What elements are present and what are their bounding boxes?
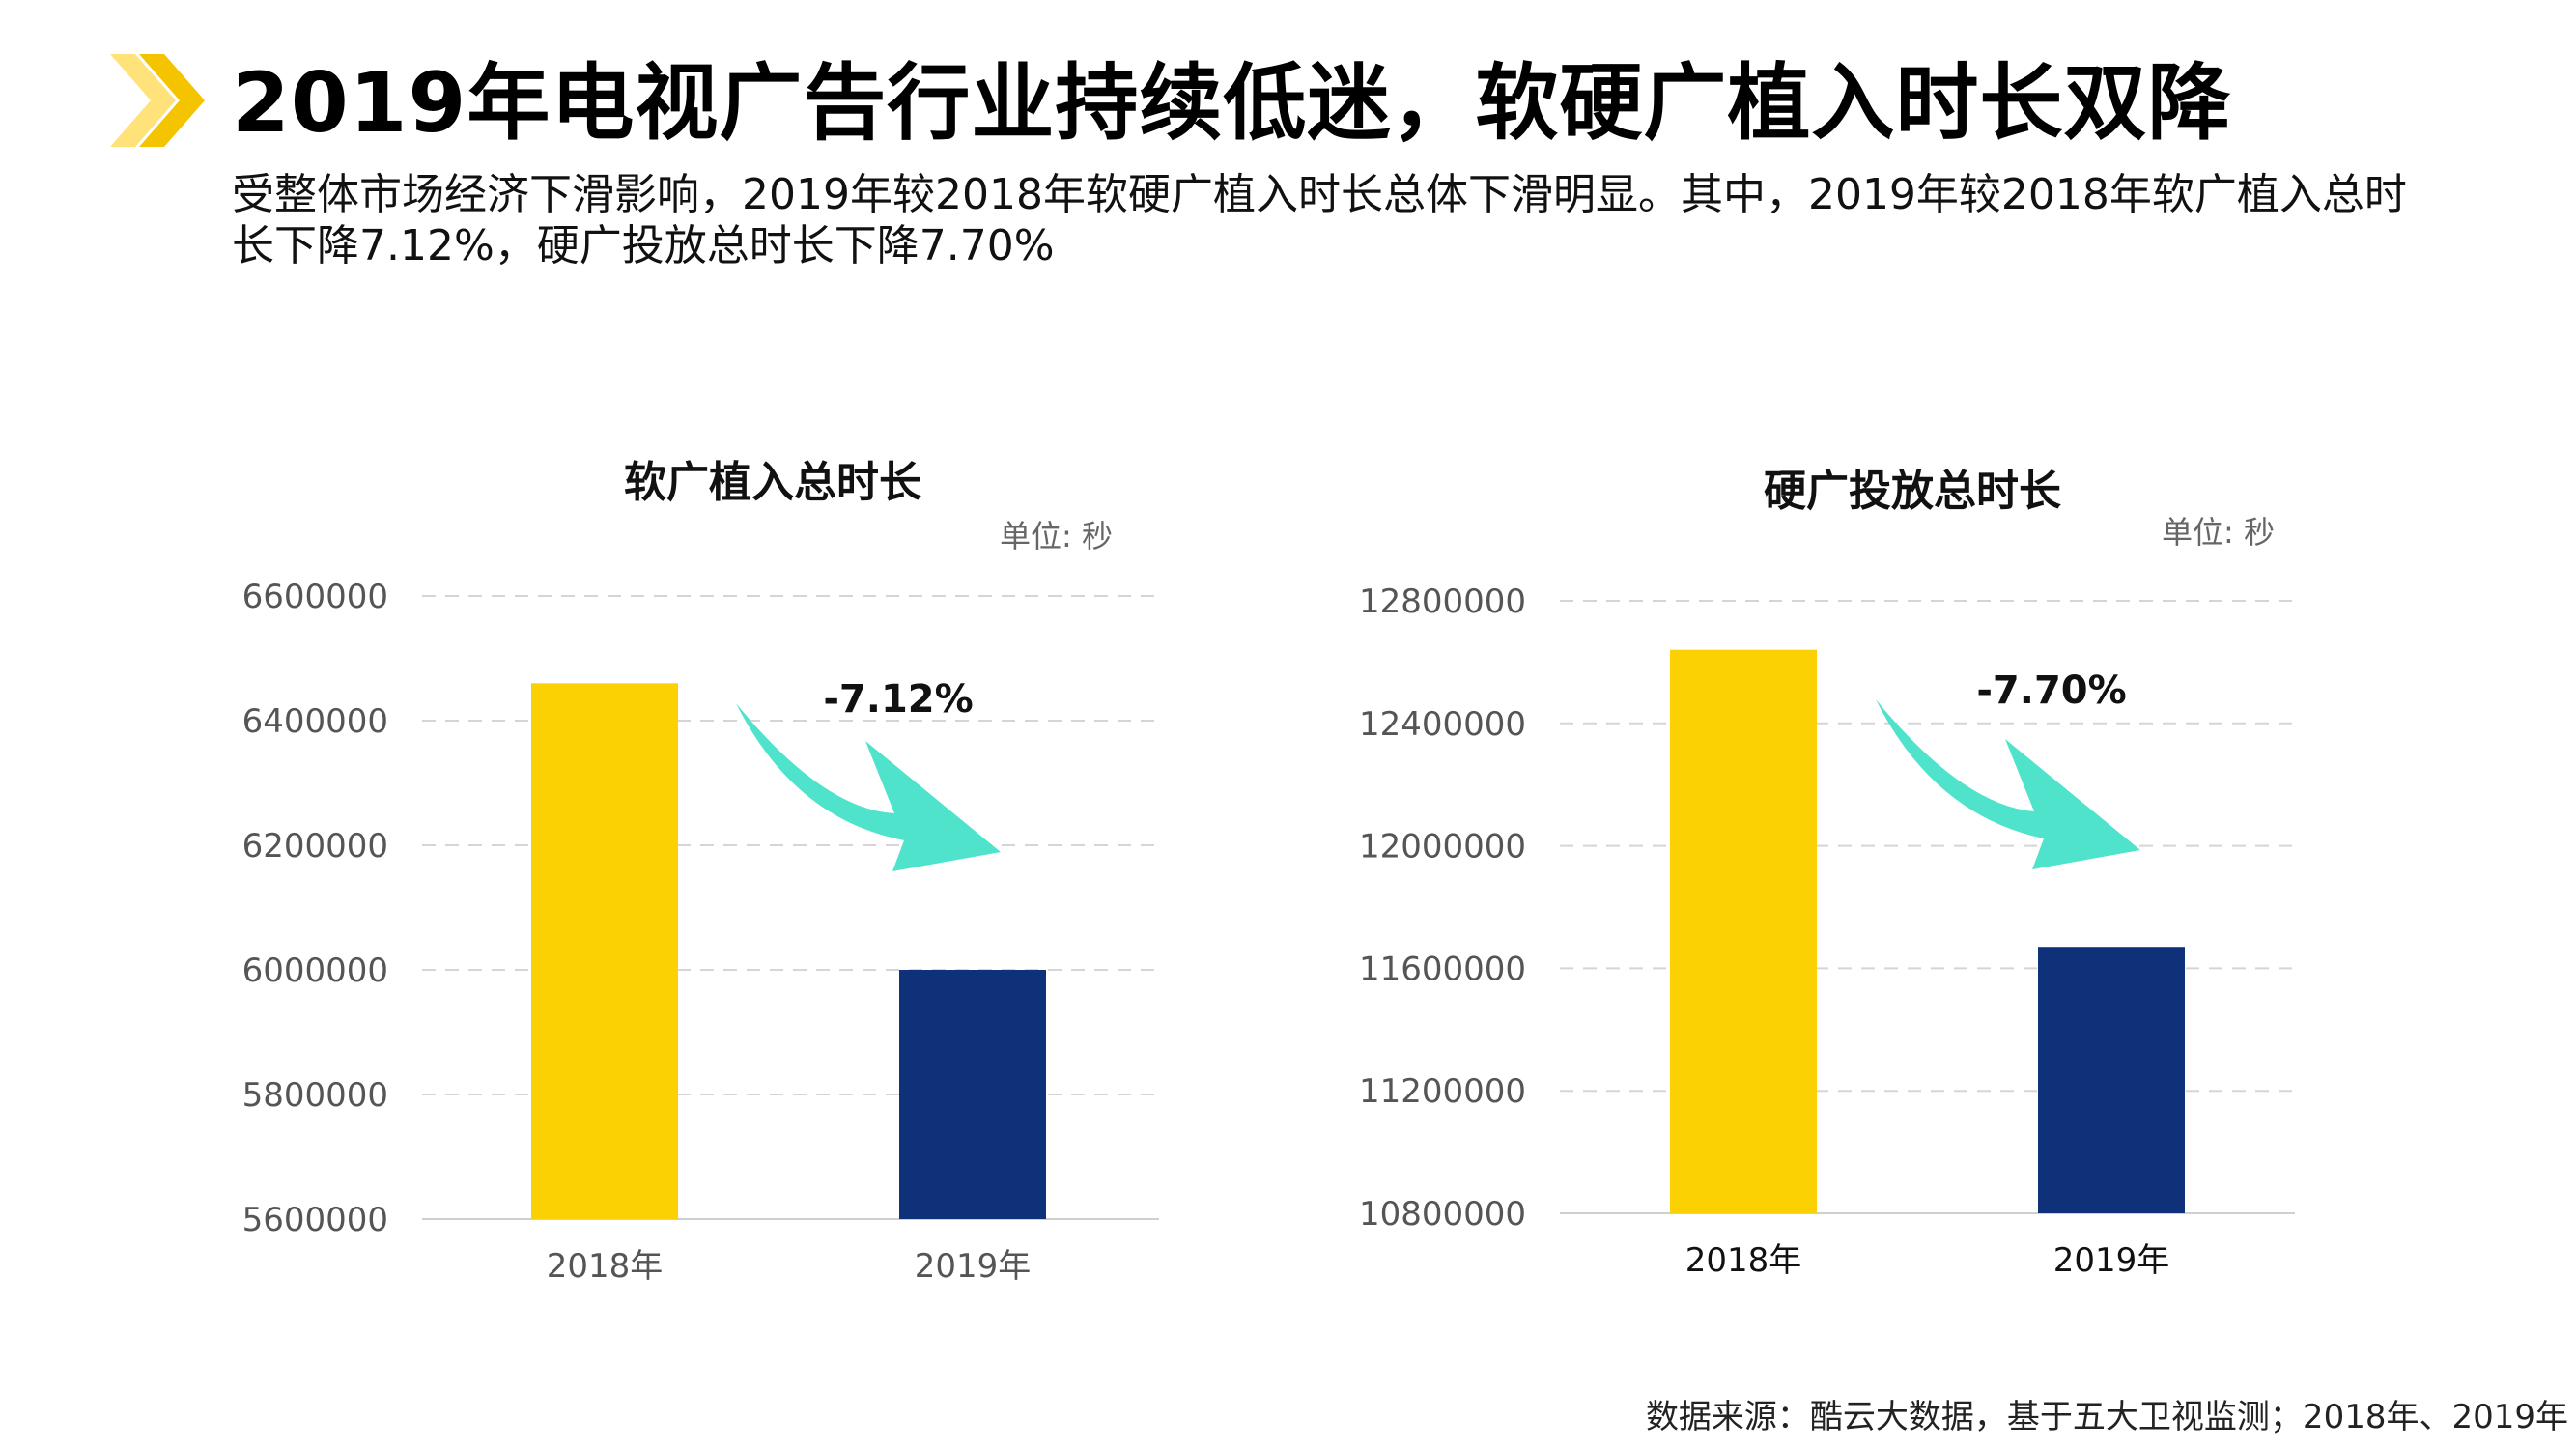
- y-tick-label: 11600000: [1359, 950, 1526, 988]
- y-tick-label: 5600000: [242, 1201, 388, 1239]
- unit-label: 单位: 秒: [1000, 518, 1113, 554]
- bar-2019年: [899, 970, 1046, 1219]
- chart-title: 软广植入总时长: [624, 458, 921, 507]
- y-tick-label: 5800000: [242, 1076, 388, 1115]
- x-tick-label: 2018年: [1685, 1241, 1802, 1280]
- y-tick-label: 12400000: [1359, 705, 1526, 744]
- x-tick-label: 2018年: [547, 1247, 664, 1286]
- page-title: 2019年电视广告行业持续低迷，软硬广植入时长双降: [232, 55, 2232, 152]
- y-tick-label: 6600000: [242, 578, 388, 616]
- x-tick-label: 2019年: [2053, 1241, 2170, 1280]
- y-tick-label: 6000000: [242, 952, 388, 990]
- chart-title: 硬广投放总时长: [1764, 467, 2061, 516]
- change-percent-label: -7.70%: [1976, 668, 2126, 713]
- y-tick-label: 10800000: [1359, 1195, 1526, 1234]
- bar-2018年: [1670, 649, 1817, 1213]
- y-tick-label: 6200000: [242, 827, 388, 866]
- double-chevron-right-icon: [110, 54, 205, 147]
- bar-2018年: [531, 683, 678, 1219]
- decline-arrow-icon: [1876, 699, 2140, 869]
- bar-2019年: [2038, 947, 2185, 1213]
- decline-arrow-icon: [736, 703, 1001, 871]
- page-subtitle: 受整体市场经济下滑影响，2019年较2018年软硬广植入时长总体下滑明显。其中，…: [232, 170, 2407, 270]
- y-tick-label: 11200000: [1359, 1072, 1526, 1111]
- change-percent-label: -7.12%: [823, 677, 973, 722]
- unit-label: 单位: 秒: [2162, 514, 2275, 551]
- y-tick-label: 6400000: [242, 702, 388, 741]
- data-source-note: 数据来源：酷云大数据，基于五大卫视监测；2018年、2019年: [1645, 1398, 2568, 1436]
- x-tick-label: 2019年: [915, 1247, 1032, 1286]
- y-tick-label: 12000000: [1359, 828, 1526, 867]
- y-tick-label: 12800000: [1359, 582, 1526, 621]
